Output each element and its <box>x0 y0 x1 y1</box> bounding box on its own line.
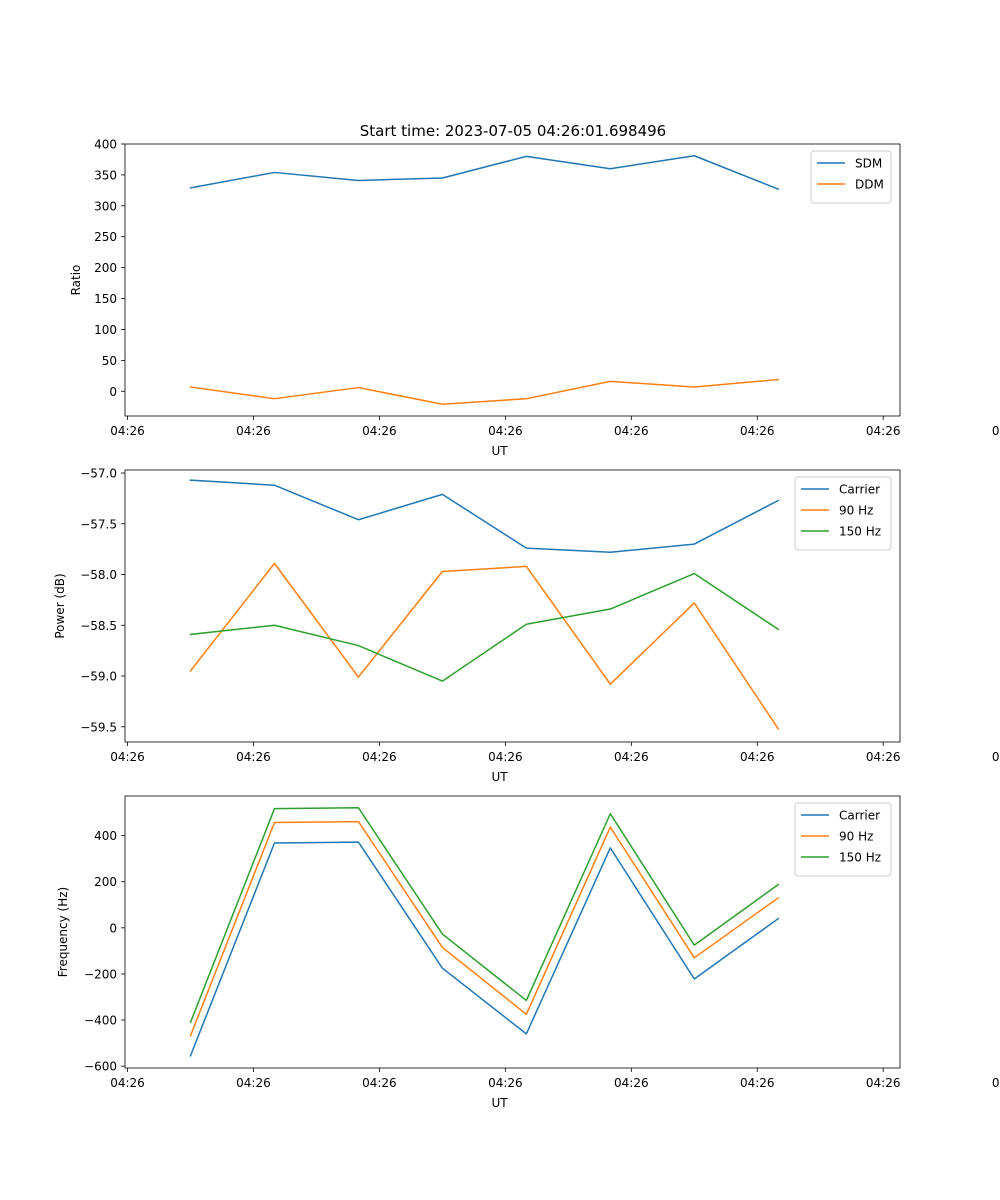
legend-label-90-hz: 90 Hz <box>839 830 873 844</box>
y-tick-label: −600 <box>84 1060 117 1074</box>
y-tick-label: 100 <box>94 323 117 337</box>
series-line-ddm <box>189 378 780 405</box>
series-line-90-hz <box>189 562 780 730</box>
figure-title: Start time: 2023-07-05 04:26:01.698496 <box>360 122 666 140</box>
legend: SDM DDM <box>810 150 892 204</box>
legend-label-150-hz: 150 Hz <box>839 851 881 865</box>
y-tick-label: 250 <box>94 230 117 244</box>
x-tick-label: 04:26 <box>614 1076 649 1090</box>
legend: Carrier 90 Hz 150 Hz <box>794 476 892 551</box>
x-tick-label: 04:26 <box>110 1076 145 1090</box>
x-axis-label: UT <box>491 444 508 458</box>
y-tick-label: 50 <box>102 354 117 368</box>
series-line-carrier <box>189 479 780 553</box>
series-line-150-hz <box>189 807 780 1024</box>
x-tick-label: 04:26 <box>866 750 901 764</box>
axes-frame <box>124 469 901 743</box>
legend-label-carrier: Carrier <box>839 483 880 497</box>
x-tick-label: 04:26 <box>236 1076 271 1090</box>
x-tick-label: 04:26 <box>614 750 649 764</box>
y-tick-label: −400 <box>84 1014 117 1028</box>
x-tick-label: 04:27 <box>992 750 1000 764</box>
chart-3: 04:26 04:26 04:26 04:26 04:26 04:26 04:26 04:27… <box>56 795 1000 1110</box>
x-axis-label: UT <box>491 1096 508 1110</box>
y-tick-label: 0 <box>109 385 117 399</box>
y-tick-label: 0 <box>109 921 117 935</box>
x-tick-label: 04:26 <box>866 1076 901 1090</box>
x-tick-label: 04:26 <box>236 424 271 438</box>
y-axis-label: Power (dB) <box>53 573 67 638</box>
x-tick-label: 04:26 <box>362 424 397 438</box>
y-tick-label: −200 <box>84 967 117 981</box>
axes-frame <box>124 795 901 1069</box>
chart-2: 04:26 04:26 04:26 04:26 04:26 04:26 04:26 04:27… <box>53 467 1000 784</box>
x-tick-label: 04:26 <box>110 424 145 438</box>
x-tick-label: 04:26 <box>488 424 523 438</box>
x-tick-label: 04:26 <box>740 1076 775 1090</box>
series-line-90-hz <box>189 820 780 1037</box>
y-tick-label: 200 <box>94 875 117 889</box>
y-tick-label: −59.0 <box>80 670 117 684</box>
x-tick-label: 04:26 <box>110 750 145 764</box>
legend-label-carrier: Carrier <box>839 809 880 823</box>
x-tick-label: 04:26 <box>740 424 775 438</box>
y-tick-label: −58.5 <box>80 619 117 633</box>
axes-frame <box>124 143 901 417</box>
series-line-150-hz <box>189 572 780 682</box>
y-axis-label: Ratio <box>69 265 83 296</box>
y-tick-label: 200 <box>94 261 117 275</box>
series-line-sdm <box>189 155 780 191</box>
y-tick-label: 400 <box>94 829 117 843</box>
x-tick-label: 04:26 <box>614 424 649 438</box>
legend-label-90-hz: 90 Hz <box>839 504 873 518</box>
y-tick-label: 300 <box>94 199 117 213</box>
x-tick-label: 04:26 <box>488 750 523 764</box>
x-tick-label: 04:26 <box>866 424 901 438</box>
x-axis-label: UT <box>491 770 508 784</box>
x-tick-label: 04:26 <box>488 1076 523 1090</box>
legend-label-150-hz: 150 Hz <box>839 525 881 539</box>
x-tick-label: 04:26 <box>236 750 271 764</box>
x-tick-label: 04:27 <box>992 1076 1000 1090</box>
x-tick-label: 04:26 <box>740 750 775 764</box>
x-tick-label: 04:27 <box>992 424 1000 438</box>
x-tick-label: 04:26 <box>362 1076 397 1090</box>
y-axis-label: Frequency (Hz) <box>56 887 70 978</box>
legend-label-sdm: SDM <box>855 157 882 171</box>
y-tick-label: 350 <box>94 168 117 182</box>
chart-1: 04:26 04:26 04:26 04:26 04:26 04:26 04:26 04:27… <box>69 138 1000 459</box>
y-tick-label: 150 <box>94 292 117 306</box>
legend-label-ddm: DDM <box>855 178 884 192</box>
legend-box <box>810 150 892 204</box>
y-tick-label: 400 <box>94 138 117 152</box>
series-line-carrier <box>189 841 780 1057</box>
legend: Carrier 90 Hz 150 Hz <box>794 802 892 877</box>
y-tick-label: −58.0 <box>80 568 117 582</box>
y-tick-label: −59.5 <box>80 720 117 734</box>
x-tick-label: 04:26 <box>362 750 397 764</box>
y-tick-label: −57.0 <box>80 467 117 481</box>
y-tick-label: −57.5 <box>80 517 117 531</box>
